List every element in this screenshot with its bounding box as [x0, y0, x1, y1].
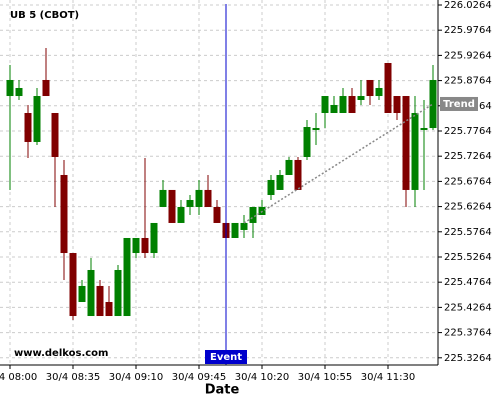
- candle-body: [294, 159, 302, 190]
- candle-body: [411, 112, 419, 190]
- y-tick-label: 225.3764: [444, 328, 492, 339]
- trend-line: [243, 103, 434, 224]
- candle-body: [348, 96, 356, 113]
- x-tick-label: 30/4 08:35: [46, 372, 100, 383]
- candle-body: [213, 206, 221, 223]
- x-tick-label: 30/4 09:45: [172, 372, 226, 383]
- candle-body: [357, 96, 365, 100]
- trend-label-box: [440, 96, 478, 111]
- candle-body: [303, 127, 311, 157]
- candle-body: [366, 79, 374, 97]
- candle-body: [42, 79, 50, 97]
- y-tick-label: 225.3264: [444, 353, 492, 364]
- x-tick-label: 30/4 08:00: [0, 372, 37, 383]
- y-tick-label: 225.7764: [444, 126, 492, 137]
- y-tick-label: 226.0264: [444, 0, 492, 11]
- candle-body: [375, 87, 383, 97]
- y-tick-label: 225.6264: [444, 202, 492, 213]
- candle-body: [393, 96, 401, 113]
- candle-body: [150, 222, 158, 254]
- candle-body: [69, 253, 77, 317]
- x-tick-label: 30/4 10:20: [235, 372, 289, 383]
- candle-body: [276, 174, 284, 190]
- candle-body: [6, 79, 14, 97]
- candle-body: [123, 237, 131, 317]
- y-tick-label: 225.9264: [444, 50, 492, 61]
- candle-body: [60, 174, 68, 254]
- candle-body: [420, 128, 428, 130]
- candle-body: [96, 285, 104, 317]
- candle-body: [249, 206, 257, 223]
- candle-body: [267, 179, 275, 195]
- candle-body: [15, 87, 23, 97]
- plot-area: [0, 0, 438, 365]
- candle-body: [168, 189, 176, 223]
- candle-body: [384, 63, 392, 113]
- x-axis-title: Date: [205, 383, 240, 398]
- candle-body: [87, 269, 95, 317]
- candle-body: [78, 285, 86, 302]
- candle-body: [141, 237, 149, 254]
- x-tick-label: 30/4 09:10: [109, 372, 163, 383]
- candle-body: [321, 96, 329, 113]
- x-tick-label: 30/4 11:30: [361, 372, 415, 383]
- candle-body: [159, 189, 167, 207]
- chart-title: UB 5 (CBOT): [10, 10, 79, 21]
- y-tick-label: 225.4764: [444, 277, 492, 288]
- y-tick-label: 225.7264: [444, 151, 492, 162]
- y-tick-label: 225.9764: [444, 25, 492, 36]
- candle-body: [204, 189, 212, 207]
- candle-body: [285, 159, 293, 175]
- y-tick-label: 225.4264: [444, 302, 492, 313]
- x-tick-label: 30/4 10:55: [298, 372, 352, 383]
- candle-body: [177, 206, 185, 223]
- y-tick-label: 225.8764: [444, 76, 492, 87]
- candle-body: [51, 112, 59, 157]
- y-tick-label: 225.6764: [444, 176, 492, 187]
- candle-body: [330, 104, 338, 113]
- event-label: Event: [210, 352, 242, 363]
- candle-body: [132, 237, 140, 254]
- candle-body: [33, 96, 41, 142]
- y-tick-label: 225.5264: [444, 252, 492, 263]
- candle-body: [231, 222, 239, 238]
- candle-body: [240, 222, 248, 230]
- candle-body: [402, 96, 410, 190]
- candle-body: [195, 189, 203, 207]
- watermark: www.delkos.com: [14, 348, 108, 359]
- y-tick-label: 225.5764: [444, 227, 492, 238]
- candle-body: [186, 199, 194, 207]
- trend-label: Trend: [443, 99, 475, 110]
- candle-body: [105, 301, 113, 317]
- candle-body: [24, 112, 32, 142]
- candle-body: [312, 128, 320, 130]
- candle-body: [429, 79, 437, 129]
- candle-body: [339, 96, 347, 113]
- candle-body: [114, 269, 122, 317]
- event-label-box: [205, 350, 247, 364]
